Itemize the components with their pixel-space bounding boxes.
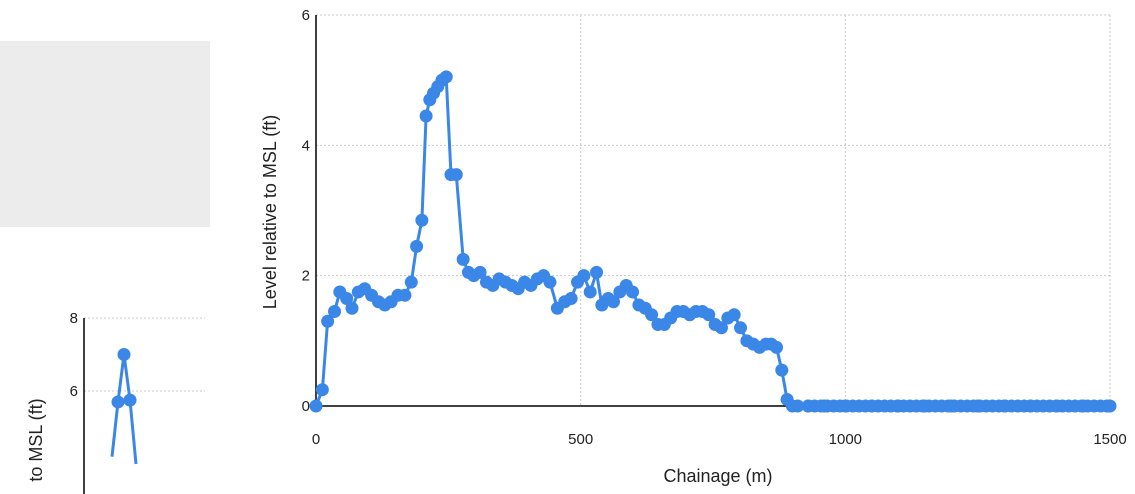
main-data-point <box>419 109 433 123</box>
main-y-tick-labels: 0 2 4 6 <box>302 7 310 415</box>
inset-series-points <box>111 348 137 409</box>
main-y-tick-label: 0 <box>302 398 310 415</box>
main-data-point <box>775 363 789 377</box>
main-y-tick-label: 4 <box>302 137 310 154</box>
main-series-line <box>314 75 1110 408</box>
main-grid <box>315 14 1111 407</box>
main-x-tick-label: 500 <box>568 431 593 448</box>
main-y-tick-label: 6 <box>302 7 310 24</box>
main-y-tick-label: 2 <box>302 268 310 285</box>
main-data-point <box>583 285 597 299</box>
main-x-tick-label: 1500 <box>1093 431 1126 448</box>
main-data-point <box>456 252 470 266</box>
main-x-tick-labels: 0 500 1000 1500 <box>312 431 1127 448</box>
main-y-axis-label: Level relative to MSL (ft) <box>260 115 280 309</box>
main-data-point <box>345 301 359 315</box>
main-x-tick-label: 0 <box>312 431 320 448</box>
main-data-point <box>328 305 342 319</box>
main-data-point <box>791 399 805 413</box>
inset-y-tick-labels: 68 <box>70 310 78 400</box>
main-data-point <box>415 213 429 227</box>
main-data-point <box>1100 399 1114 413</box>
main-data-point <box>398 288 412 302</box>
main-x-tick-label: 1000 <box>829 431 862 448</box>
main-series-points <box>309 70 1117 413</box>
main-data-point <box>770 340 784 354</box>
main-data-point <box>714 321 728 335</box>
inset-y-tick-label: 6 <box>70 383 78 400</box>
main-data-point <box>410 239 424 253</box>
inset-series-line <box>110 353 138 465</box>
inset-data-point <box>111 395 125 409</box>
main-data-point <box>340 291 354 305</box>
inset-y-axis-label: to MSL (ft) <box>26 398 46 481</box>
left-gray-panel <box>0 41 210 227</box>
inset-data-point <box>123 393 137 407</box>
main-data-point <box>702 308 716 322</box>
main-data-point <box>439 70 453 84</box>
inset-data-point <box>117 348 131 361</box>
inset-grid <box>84 317 205 392</box>
main-x-axis-label: Chainage (m) <box>663 466 772 486</box>
main-data-point <box>606 295 620 309</box>
main-data-point <box>577 269 591 283</box>
main-data-point <box>590 265 604 279</box>
main-data-point <box>727 308 741 322</box>
main-data-point <box>315 383 329 397</box>
main-data-point <box>309 399 323 413</box>
main-data-point <box>734 321 748 335</box>
main-data-point <box>404 275 418 289</box>
inset-y-tick-label: 8 <box>70 310 78 327</box>
main-data-point <box>543 275 557 289</box>
main-data-point <box>645 308 659 322</box>
main-data-point <box>449 168 463 182</box>
main-data-point <box>321 314 335 328</box>
main-data-point <box>626 285 640 299</box>
main-data-point <box>564 291 578 305</box>
main-data-point <box>473 265 487 279</box>
